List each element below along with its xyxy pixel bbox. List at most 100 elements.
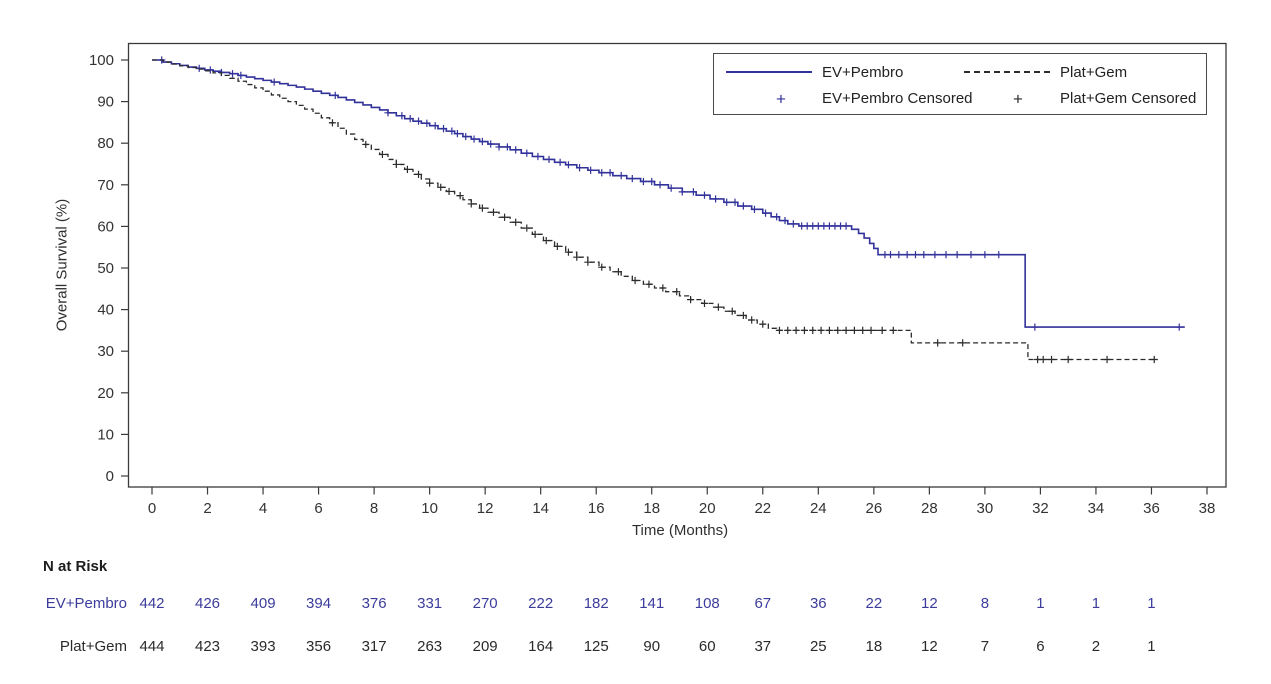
censor-mark — [748, 316, 756, 324]
censor-mark — [678, 188, 686, 196]
censor-mark — [587, 166, 595, 174]
x-tick-label: 32 — [1032, 500, 1049, 517]
legend-solid-line-sample — [726, 71, 812, 73]
censor-mark — [775, 326, 784, 334]
censor-mark — [489, 208, 498, 216]
censor-mark — [639, 177, 648, 186]
censor-mark — [426, 179, 434, 187]
legend-dashed-line-sample — [964, 71, 1050, 73]
risk-count: 60 — [698, 638, 716, 655]
censor-mark — [784, 326, 792, 334]
censor-mark — [598, 169, 606, 177]
risk-row-label-ev-pembro: EV+Pembro — [45, 595, 127, 612]
censor-mark — [598, 263, 606, 271]
risk-count: 209 — [472, 638, 498, 655]
censor-mark — [739, 311, 747, 320]
censor-mark — [423, 119, 431, 127]
legend-plus-icon-ev-pembro: + — [776, 89, 786, 109]
risk-count: 25 — [809, 638, 827, 655]
risk-count: 1 — [1147, 638, 1156, 655]
censor-mark — [523, 224, 531, 232]
risk-count: 18 — [865, 638, 883, 655]
censor-mark — [206, 66, 214, 74]
censor-mark — [781, 216, 789, 225]
censor-mark — [362, 140, 370, 149]
censor-mark — [448, 127, 456, 135]
censor-mark — [606, 169, 614, 177]
plot-border — [127, 42, 1227, 488]
censor-mark — [495, 143, 503, 151]
censor-mark — [439, 125, 448, 133]
y-tick-label: 20 — [97, 385, 114, 402]
y-tick-label: 0 — [106, 468, 114, 485]
risk-count: 222 — [528, 595, 554, 612]
censor-mark — [614, 268, 623, 276]
censor-mark — [403, 165, 412, 174]
y-tick-label: 30 — [97, 343, 114, 360]
y-tick-label: 100 — [89, 52, 114, 69]
risk-count: 1 — [1147, 595, 1156, 612]
censor-mark — [953, 251, 961, 259]
censor-mark — [1047, 355, 1056, 364]
censor-mark — [723, 198, 731, 206]
censor-mark — [842, 326, 850, 334]
censor-mark — [631, 276, 639, 285]
x-tick-label: 36 — [1143, 500, 1160, 517]
censor-mark — [406, 115, 414, 123]
censor-mark — [867, 326, 875, 334]
censor-mark — [556, 158, 564, 166]
censor-mark — [470, 135, 478, 143]
censor-mark — [700, 299, 709, 307]
y-tick-label: 50 — [97, 260, 114, 277]
x-tick-label: 28 — [921, 500, 938, 517]
risk-count: 444 — [139, 638, 165, 655]
x-tick-label: 6 — [314, 500, 322, 517]
risk-count: 12 — [921, 595, 938, 612]
censor-mark — [959, 339, 967, 347]
x-tick-label: 24 — [810, 500, 827, 517]
censor-mark — [739, 202, 747, 210]
censor-mark — [237, 71, 245, 79]
censor-mark — [414, 117, 423, 125]
censor-mark — [761, 209, 770, 217]
risk-count: 7 — [980, 638, 990, 655]
risk-count: 263 — [417, 638, 443, 655]
censor-mark — [564, 248, 573, 256]
risk-count: 141 — [639, 595, 665, 612]
censor-mark — [711, 195, 720, 203]
censor-mark — [453, 130, 461, 138]
censor-mark — [645, 280, 653, 288]
legend-label-plat-gem-censored: Plat+Gem Censored — [1060, 90, 1197, 107]
censor-mark — [714, 303, 722, 311]
censor-mark — [534, 152, 542, 161]
x-tick-label: 4 — [259, 500, 267, 517]
censor-mark — [981, 251, 989, 259]
censor-mark — [617, 172, 625, 180]
x-tick-label: 12 — [477, 500, 494, 517]
censor-mark — [331, 91, 339, 99]
x-tick-label: 2 — [203, 500, 211, 517]
risk-count: 1 — [1036, 595, 1045, 612]
legend-plus-icon-plat-gem: + — [1013, 89, 1023, 109]
censor-mark — [487, 140, 495, 148]
x-tick-label: 18 — [643, 500, 660, 517]
censor-mark — [817, 326, 825, 334]
risk-count: 1 — [1091, 595, 1101, 612]
censor-mark — [673, 288, 681, 296]
censor-mark — [445, 187, 453, 196]
risk-count: 36 — [809, 595, 827, 612]
x-tick-label: 26 — [865, 500, 882, 517]
censor-mark — [523, 149, 531, 157]
censor-mark — [687, 296, 695, 304]
censor-mark — [1039, 355, 1047, 364]
censor-mark — [503, 143, 511, 151]
legend-box: EV+Pembro Plat+Gem + EV+Pembro Censored … — [713, 53, 1207, 115]
risk-count: 270 — [472, 595, 498, 612]
censor-mark — [689, 188, 697, 196]
censor-mark — [731, 198, 739, 206]
censor-mark — [942, 251, 950, 259]
censor-mark — [467, 200, 475, 208]
risk-count: 2 — [1091, 638, 1101, 655]
